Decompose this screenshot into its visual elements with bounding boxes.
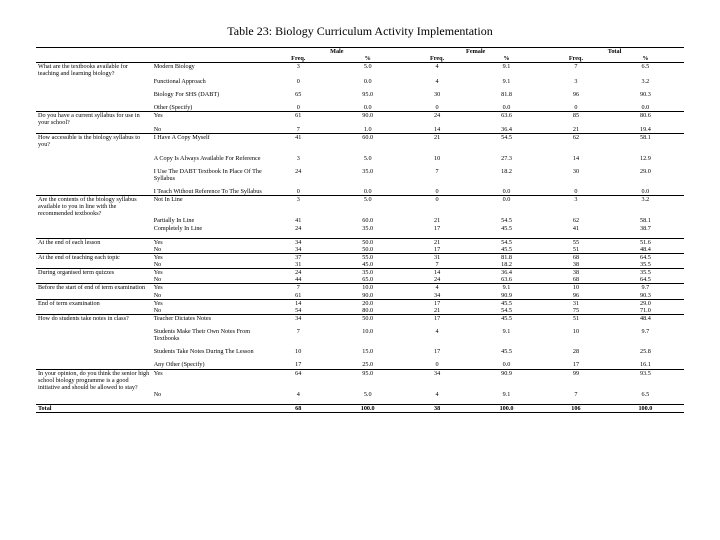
group-female: Female	[406, 48, 545, 56]
table-row: At the end of each lessonYes3450.02154.5…	[36, 238, 684, 246]
table-row: Biology For SHS (DABT)6595.03081.89690.3	[36, 91, 684, 98]
table-row: No3450.01745.55148.4	[36, 246, 684, 254]
table-row: No6190.03490.99690.3	[36, 292, 684, 300]
table-row: At the end of teaching each topicYes3755…	[36, 253, 684, 261]
table-row: No71.01436.42119.4	[36, 126, 684, 134]
table-row: No4465.02463.66864.5	[36, 276, 684, 284]
group-header-row: Male Female Total	[36, 48, 684, 56]
table-row: Before the start of end of term examinat…	[36, 284, 684, 292]
col-header-row: Freq. % Freq. % Freq. %	[36, 55, 684, 63]
table-row: How accessible is the biology syllabus t…	[36, 134, 684, 149]
table-row: How do students take notes in class?Teac…	[36, 314, 684, 322]
total-row: Total 68 100.0 38 100.0 106 100.0	[36, 405, 684, 413]
table-row: In your opinion, do you think the senior…	[36, 369, 684, 391]
table-row: Are the contents of the biology syllabus…	[36, 196, 684, 218]
table-row: No5480.02154.57571.0	[36, 307, 684, 315]
table-row: End of term examinationYes1420.01745.531…	[36, 299, 684, 307]
table-row: Students Take Notes During The Lesson101…	[36, 348, 684, 355]
table-row: Students Make Their Own Notes From Textb…	[36, 328, 684, 342]
table-row: Do you have a current syllabus for use i…	[36, 111, 684, 126]
group-total: Total	[545, 48, 684, 56]
table-row: What are the textbooks available for tea…	[36, 63, 684, 78]
data-table: Male Female Total Freq. % Freq. % Freq. …	[36, 47, 684, 413]
table-row: I Teach Without Reference To The Syllabu…	[36, 188, 684, 196]
table-row: No3145.0718.23835.5	[36, 261, 684, 269]
table-row: During organised term quizzesYes2435.014…	[36, 269, 684, 277]
table-row: Partially In Line4160.02154.56258.1	[36, 217, 684, 224]
table-row: Other (Specify)00.000.000.0	[36, 104, 684, 112]
table-title: Table 23: Biology Curriculum Activity Im…	[36, 24, 684, 39]
group-male: Male	[267, 48, 406, 56]
table-row: I Use The DABT Textbook In Place Of The …	[36, 168, 684, 182]
table-row: No45.049.176.5	[36, 391, 684, 398]
table-row: A Copy Is Always Available For Reference…	[36, 155, 684, 162]
table-row: Completely In Line2435.01745.54138.7	[36, 225, 684, 232]
table-row: Any Other (Specify)1725.000.01716.1	[36, 361, 684, 369]
table-row: Functional Approach00.049.133.2	[36, 78, 684, 85]
